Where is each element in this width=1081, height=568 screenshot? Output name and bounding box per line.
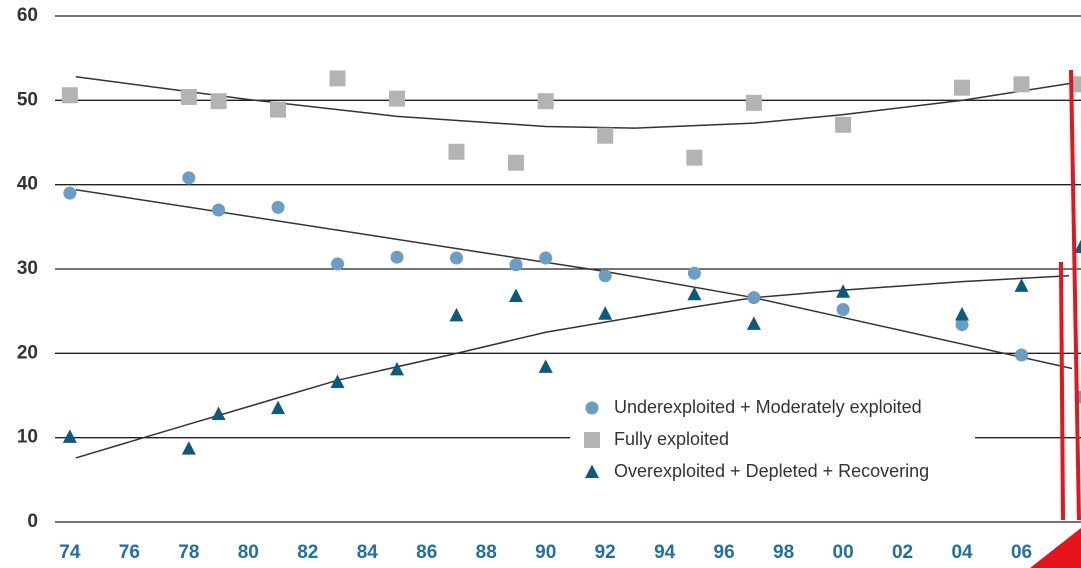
x-tick-label: 74 — [59, 542, 81, 563]
x-tick-label: 02 — [892, 542, 913, 563]
x-tick-label: 78 — [178, 542, 199, 563]
point — [584, 432, 600, 448]
legend-background — [570, 392, 975, 487]
legend-label: Fully exploited — [614, 429, 729, 449]
y-tick-label: 60 — [17, 5, 38, 26]
point — [210, 93, 227, 110]
point — [1014, 278, 1029, 292]
point — [390, 361, 404, 376]
x-tick-label: 96 — [714, 542, 735, 563]
point — [62, 429, 77, 443]
trend-line — [75, 75, 1081, 129]
point — [508, 288, 523, 302]
point — [745, 94, 762, 111]
annotation-line — [1069, 69, 1081, 521]
point — [1013, 76, 1030, 93]
y-tick-label: 0 — [27, 511, 38, 532]
point — [598, 306, 613, 320]
point — [390, 250, 404, 264]
point — [585, 401, 599, 415]
x-tick-label: 88 — [476, 542, 497, 563]
marks — [61, 70, 1081, 455]
legend: Underexploited + Moderately exploited Ful… — [584, 397, 929, 481]
point — [180, 88, 197, 105]
point — [212, 203, 226, 217]
point — [181, 441, 196, 455]
point — [687, 266, 701, 280]
point — [509, 258, 523, 272]
annotation-line — [1059, 261, 1065, 521]
point — [539, 251, 553, 265]
y-tick-label: 20 — [17, 342, 38, 363]
point — [836, 302, 850, 316]
legend-label: Underexploited + Moderately exploited — [614, 397, 922, 417]
point — [746, 316, 761, 330]
point — [687, 286, 702, 301]
point — [954, 79, 971, 96]
point — [449, 251, 463, 265]
x-tick-label: 84 — [357, 542, 379, 563]
y-tick-label: 40 — [17, 174, 38, 195]
point — [598, 269, 612, 283]
point — [211, 406, 226, 421]
point — [182, 171, 196, 185]
point — [61, 87, 78, 104]
x-tick-label: 04 — [951, 542, 973, 563]
point — [330, 374, 345, 389]
point — [538, 359, 553, 373]
point — [270, 101, 287, 118]
annotation-triangle — [1030, 528, 1081, 568]
point — [271, 400, 286, 415]
point — [1073, 76, 1081, 93]
x-tick-label: 86 — [416, 542, 437, 563]
point — [835, 116, 852, 133]
point — [585, 464, 599, 478]
point — [955, 307, 970, 321]
x-tick-label: 76 — [119, 542, 140, 563]
x-tick-label: 00 — [833, 542, 854, 563]
trend-line — [75, 188, 1073, 370]
x-tick-label: 98 — [773, 542, 794, 563]
x-tick-label: 82 — [297, 542, 318, 563]
x-tick-label: 06 — [1011, 542, 1032, 563]
point — [331, 257, 345, 271]
point — [448, 143, 465, 160]
point — [63, 186, 77, 200]
trend-line — [75, 274, 1070, 459]
point — [537, 93, 554, 110]
y-tick-label: 30 — [17, 258, 38, 279]
point — [597, 127, 614, 144]
x-tick-label: 90 — [535, 542, 556, 563]
x-tick-label: 92 — [595, 542, 616, 563]
y-tick-label: 10 — [17, 427, 38, 448]
legend-label: Overexploited + Depleted + Recovering — [614, 461, 929, 481]
point — [747, 291, 761, 305]
point — [507, 154, 524, 171]
x-tick-label: 80 — [238, 542, 259, 563]
point — [271, 200, 285, 214]
point — [449, 307, 464, 322]
point — [389, 90, 405, 107]
point — [686, 149, 703, 166]
point — [329, 70, 346, 87]
point — [955, 318, 969, 332]
point — [1015, 348, 1029, 362]
y-tick-label: 50 — [17, 89, 38, 110]
point — [836, 284, 851, 298]
trend-lines — [75, 75, 1081, 459]
x-tick-label: 94 — [654, 542, 676, 563]
